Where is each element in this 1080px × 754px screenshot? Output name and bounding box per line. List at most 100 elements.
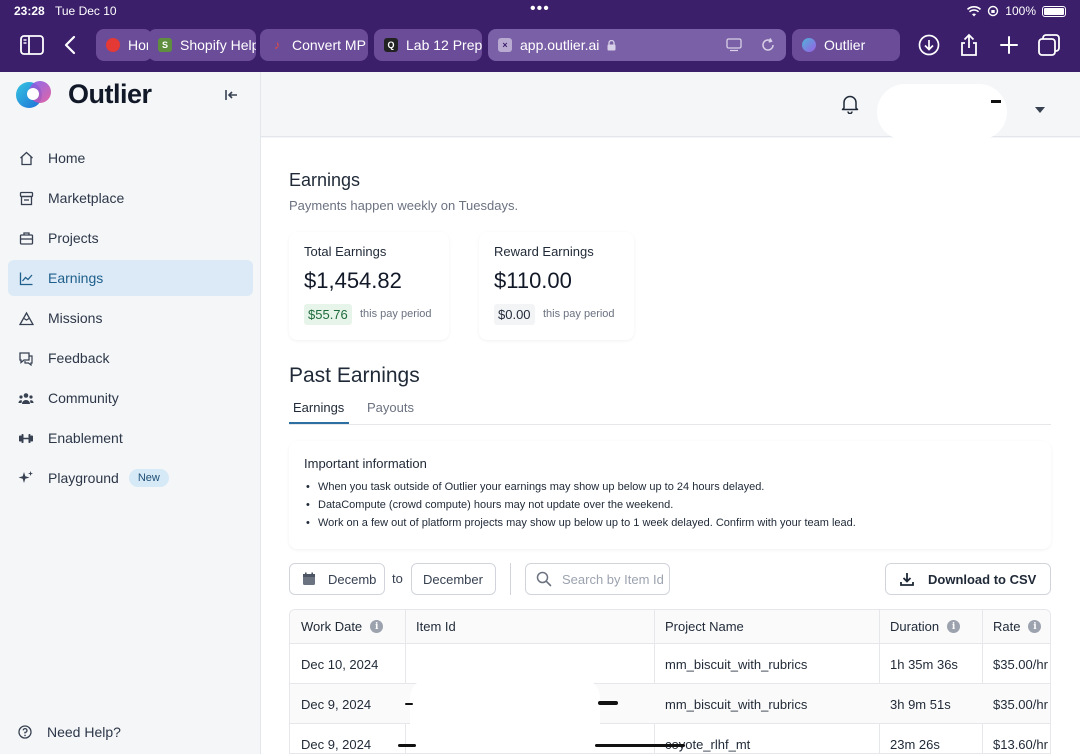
- brand-logo[interactable]: Outlier: [14, 78, 152, 110]
- new-tab-icon[interactable]: [995, 31, 1023, 59]
- sidebar-item-label: Missions: [48, 310, 103, 326]
- cell-duration: 1h 35m 36s: [890, 656, 958, 672]
- sparkle-icon: [18, 470, 34, 486]
- sidebar-item-label: Earnings: [48, 270, 104, 286]
- tab-payouts[interactable]: Payouts: [367, 400, 414, 415]
- collapse-sidebar-button[interactable]: [220, 84, 242, 106]
- search-input[interactable]: Search by Item Id: [525, 563, 670, 595]
- row-divider: [290, 683, 1050, 684]
- sidebar-item-label: Projects: [48, 230, 99, 246]
- dumbbell-icon: [18, 430, 34, 446]
- marketplace-icon: [18, 190, 34, 206]
- page-title: Earnings: [289, 170, 361, 190]
- header-label: Item Id: [416, 619, 456, 634]
- tab-earnings[interactable]: Earnings: [293, 400, 345, 415]
- back-icon[interactable]: [56, 31, 84, 59]
- column-divider: [982, 610, 983, 753]
- tabs-overview-icon[interactable]: [1035, 31, 1063, 59]
- need-help-link[interactable]: Need Help?: [18, 724, 121, 740]
- sidebar-item-home[interactable]: Home: [8, 140, 253, 176]
- date-to-picker[interactable]: December: [411, 563, 496, 595]
- briefcase-icon: [18, 230, 34, 246]
- download-icon: [900, 573, 914, 586]
- mountain-icon: [18, 310, 34, 326]
- redaction-mark: [595, 744, 685, 747]
- sidebar-item-enablement[interactable]: Enablement: [8, 420, 253, 456]
- filter-divider: [510, 563, 511, 595]
- column-header-project-name[interactable]: Project Name: [654, 610, 879, 644]
- info-item: DataCompute (crowd compute) hours may no…: [304, 499, 856, 517]
- browser-chrome: 23:28 Tue Dec 10 ••• 100% Hom S Shopify …: [0, 0, 1080, 72]
- row-divider: [290, 723, 1050, 724]
- browser-tab-4[interactable]: Q Lab 12 Prep: [374, 29, 482, 61]
- column-divider: [654, 610, 655, 753]
- redaction-mark: [598, 701, 618, 705]
- info-item: When you task outside of Outlier your ea…: [304, 481, 856, 499]
- sidebar-toggle-icon[interactable]: [18, 31, 46, 59]
- cell-work-date: Dec 9, 2024: [301, 736, 372, 752]
- user-menu-avatar[interactable]: [877, 84, 1007, 140]
- important-info-box: Important information When you task outs…: [289, 441, 1051, 549]
- share-icon[interactable]: [955, 31, 983, 59]
- multitask-dots-icon[interactable]: •••: [530, 0, 550, 17]
- column-header-rate[interactable]: Rate i: [982, 610, 1050, 644]
- browser-tab-1[interactable]: Hom: [96, 29, 152, 61]
- browser-tab-2[interactable]: S Shopify Help: [148, 29, 256, 61]
- sidebar-item-earnings[interactable]: Earnings: [8, 260, 253, 296]
- quizlet-icon: Q: [384, 38, 398, 52]
- cell-duration: 3h 9m 51s: [890, 696, 951, 712]
- column-header-duration[interactable]: Duration i: [879, 610, 982, 644]
- redaction-blob: [410, 678, 600, 753]
- sidebar-item-label: Home: [48, 150, 86, 166]
- lock-icon: [607, 39, 616, 50]
- column-divider: [405, 610, 406, 753]
- chart-line-icon: [18, 270, 34, 286]
- cell-rate: $35.00/hr: [993, 656, 1048, 672]
- date-from-picker[interactable]: Decemb: [289, 563, 385, 595]
- sidebar-item-community[interactable]: Community: [8, 380, 253, 416]
- caret-down-icon: [1035, 107, 1045, 113]
- bell-icon: [841, 95, 859, 115]
- date-from-value: Decemb: [328, 571, 377, 587]
- sidebar-item-playground[interactable]: Playground New: [8, 460, 253, 496]
- battery-icon: [1042, 5, 1066, 17]
- cell-project-name: coyote_rlhf_mt: [665, 736, 751, 752]
- address-bar[interactable]: × app.outlier.ai: [488, 29, 786, 61]
- status-indicators: 100%: [967, 4, 1066, 18]
- date-range-separator: to: [392, 571, 403, 586]
- top-header: [261, 72, 1080, 140]
- cell-project-name: mm_biscuit_with_rubrics: [665, 656, 808, 672]
- past-earnings-title: Past Earnings: [289, 364, 420, 387]
- info-icon[interactable]: i: [1028, 620, 1042, 633]
- user-menu-button[interactable]: [1035, 100, 1045, 118]
- sidebar-item-label: Feedback: [48, 350, 110, 366]
- download-icon[interactable]: [915, 31, 943, 59]
- sidebar-item-feedback[interactable]: Feedback: [8, 340, 253, 376]
- download-csv-button[interactable]: Download to CSV: [885, 563, 1051, 595]
- search-placeholder: Search by Item Id: [562, 571, 664, 587]
- info-item: Work on a few out of platform projects m…: [304, 517, 856, 535]
- site-icon: ×: [498, 38, 512, 52]
- sidebar-item-missions[interactable]: Missions: [8, 300, 253, 336]
- redaction-mark: [398, 744, 416, 747]
- sidebar-item-projects[interactable]: Projects: [8, 220, 253, 256]
- header-label: Rate: [993, 619, 1021, 634]
- reward-earnings-card: Reward Earnings $110.00 $0.00 this pay p…: [479, 232, 634, 340]
- tab-label: Shopify Help: [180, 37, 256, 53]
- column-header-item-id[interactable]: Item Id: [405, 610, 654, 644]
- lock-rotation-icon: [988, 5, 999, 17]
- reader-icon[interactable]: [726, 38, 742, 52]
- reload-icon[interactable]: [760, 37, 776, 53]
- info-icon[interactable]: i: [947, 620, 961, 633]
- calendar-icon: [303, 572, 315, 585]
- info-icon[interactable]: i: [370, 620, 384, 633]
- earnings-table: Work Date i Item Id Project Name Duratio…: [289, 609, 1051, 754]
- browser-tab-3[interactable]: ♪ Convert MP: [260, 29, 368, 61]
- header-label: Duration: [890, 619, 940, 634]
- cell-work-date: Dec 10, 2024: [301, 656, 379, 672]
- column-header-work-date[interactable]: Work Date i: [290, 610, 405, 644]
- browser-tab-6[interactable]: Outlier: [792, 29, 900, 61]
- sidebar-item-marketplace[interactable]: Marketplace: [8, 180, 253, 216]
- need-help-label: Need Help?: [47, 724, 121, 740]
- notifications-button[interactable]: [841, 94, 859, 119]
